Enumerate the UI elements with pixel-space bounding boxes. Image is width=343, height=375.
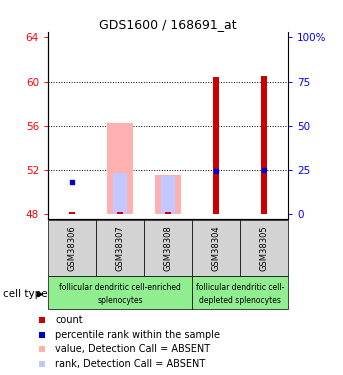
Text: count: count <box>56 315 83 326</box>
Bar <box>213 77 219 214</box>
Title: GDS1600 / 168691_at: GDS1600 / 168691_at <box>99 18 237 31</box>
Text: GSM38306: GSM38306 <box>68 225 76 271</box>
Bar <box>161 176 175 214</box>
Bar <box>192 220 240 276</box>
Text: GSM38305: GSM38305 <box>260 225 269 271</box>
Bar <box>48 276 192 309</box>
Text: cell type: cell type <box>3 290 48 299</box>
Bar <box>192 276 288 309</box>
Text: depleted splenocytes: depleted splenocytes <box>199 296 281 305</box>
Text: GSM38308: GSM38308 <box>164 225 173 271</box>
Text: rank, Detection Call = ABSENT: rank, Detection Call = ABSENT <box>56 359 206 369</box>
Bar <box>155 175 181 214</box>
Bar <box>165 212 171 214</box>
Text: value, Detection Call = ABSENT: value, Detection Call = ABSENT <box>56 345 211 354</box>
Bar <box>240 220 288 276</box>
Bar <box>261 76 267 214</box>
Text: GSM38304: GSM38304 <box>212 225 221 271</box>
Bar <box>48 220 96 276</box>
Bar <box>144 220 192 276</box>
Text: follicular dendritic cell-enriched: follicular dendritic cell-enriched <box>59 283 181 292</box>
Text: GSM38307: GSM38307 <box>116 225 125 271</box>
Bar <box>69 211 75 214</box>
Text: splenocytes: splenocytes <box>97 296 143 305</box>
Bar <box>107 123 133 214</box>
Text: follicular dendritic cell-: follicular dendritic cell- <box>196 283 284 292</box>
Bar <box>96 220 144 276</box>
Bar <box>117 212 123 214</box>
Bar <box>113 173 127 214</box>
Text: percentile rank within the sample: percentile rank within the sample <box>56 330 221 340</box>
